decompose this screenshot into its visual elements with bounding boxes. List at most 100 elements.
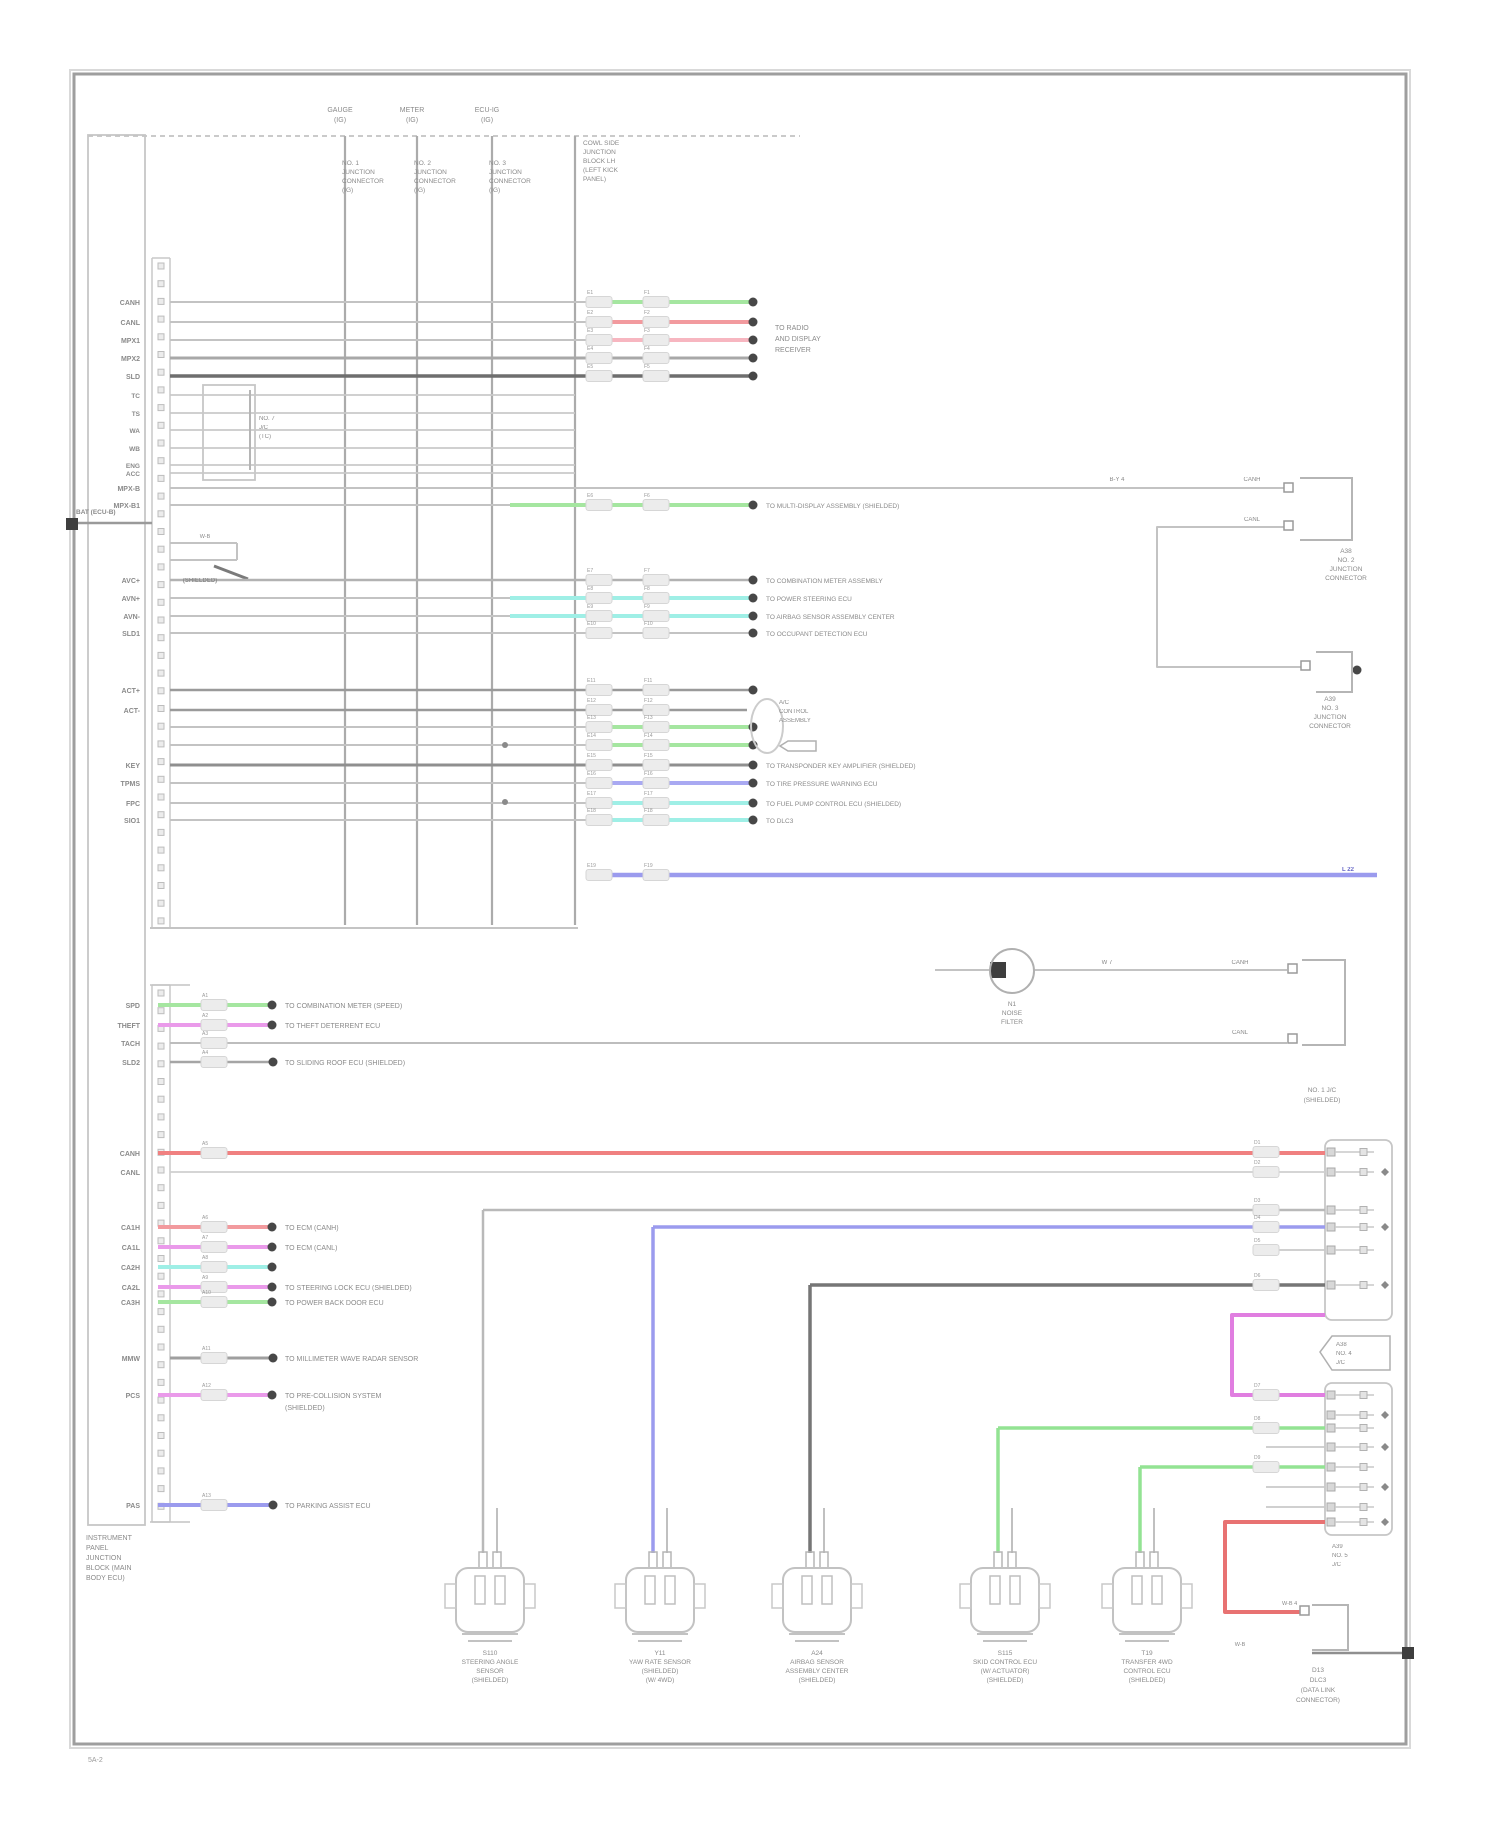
connector-label: SKID CONTROL ECU — [973, 1659, 1037, 1666]
pin — [157, 917, 165, 925]
wire — [213, 564, 249, 581]
junction-block — [642, 592, 670, 604]
pin — [157, 705, 165, 712]
pin-code-label: A12 — [202, 1383, 211, 1389]
junction-dot — [748, 685, 758, 695]
junction-block — [200, 1147, 228, 1159]
label: ACT- — [124, 708, 141, 715]
connector-body — [970, 1567, 1040, 1633]
label: GAUGE — [327, 107, 353, 114]
pin — [157, 262, 165, 270]
junction-block — [200, 1019, 228, 1031]
pin — [157, 1290, 165, 1298]
connector-pin — [478, 1551, 488, 1569]
pin — [157, 404, 165, 412]
pin — [157, 528, 165, 535]
junction-block — [642, 739, 670, 751]
box-pin — [1326, 1147, 1336, 1157]
connector-slot — [1131, 1575, 1143, 1605]
label: TACH — [121, 1041, 140, 1048]
label: (SHIELDED) — [1304, 1097, 1341, 1104]
junction-block — [1252, 1244, 1280, 1256]
junction-dot — [748, 815, 758, 825]
junction-block — [200, 1261, 228, 1273]
label: TO DLC3 — [766, 818, 794, 825]
pin-code-label: E10 — [587, 621, 596, 627]
pin — [157, 899, 165, 907]
label: TO COMBINATION METER (SPEED) — [285, 1003, 402, 1010]
box-pin-inner — [1359, 1463, 1368, 1471]
junction-block — [642, 814, 670, 826]
pin — [157, 457, 165, 465]
pin-code-label: A7 — [202, 1235, 208, 1241]
wire — [1156, 526, 1310, 668]
label: CANL — [121, 320, 141, 327]
label: FPC — [126, 801, 140, 808]
label: TO PARKING ASSIST ECU — [285, 1503, 371, 1510]
junction-block — [642, 759, 670, 771]
connector-slot — [989, 1575, 1001, 1605]
box-pin-inner — [1359, 1424, 1368, 1432]
pin-code-label: D6 — [1254, 1273, 1261, 1279]
wire — [1230, 1313, 1325, 1397]
pin-code-label: E1 — [587, 290, 593, 296]
pin — [157, 315, 165, 323]
label: WA — [130, 428, 141, 435]
junction-block — [642, 316, 670, 328]
connector-bracket — [1316, 651, 1353, 693]
label: COWL SIDE — [583, 140, 620, 147]
label: MMW — [122, 1356, 141, 1363]
label: JUNCTION — [489, 169, 522, 176]
label: AVC+ — [122, 578, 140, 585]
label: (LEFT KICK — [583, 167, 619, 174]
connector-body — [455, 1567, 525, 1633]
pin — [157, 1308, 165, 1316]
junction-block — [1252, 1166, 1280, 1178]
junction-block — [585, 316, 613, 328]
junction-dot — [748, 500, 758, 510]
label: (IG) — [414, 187, 425, 194]
label: BAT (ECU-B) — [76, 509, 116, 516]
connector-flange — [614, 1583, 627, 1609]
label: ECU-IG — [475, 107, 500, 114]
label: CONNECTOR — [414, 178, 456, 185]
pin — [157, 811, 165, 819]
pin-code-label: D2 — [1254, 1160, 1261, 1166]
junction-dot — [267, 1242, 277, 1252]
callout-flag — [778, 740, 817, 752]
label: 5A-2 — [88, 1757, 103, 1764]
label: A39 — [1332, 1544, 1343, 1550]
junction-block — [585, 352, 613, 364]
pin-code-label: D3 — [1254, 1198, 1261, 1204]
page-border — [72, 72, 1408, 1746]
pin-code-label: A8 — [202, 1255, 208, 1261]
pin — [157, 1396, 165, 1404]
pin-code-label: F10 — [644, 621, 653, 627]
label: JUNCTION — [86, 1555, 121, 1562]
junction-dot — [748, 628, 758, 638]
label: NOISE — [1002, 1010, 1023, 1017]
connector-flange — [1038, 1583, 1051, 1609]
junction-block — [642, 352, 670, 364]
right-connector-box-1 — [1324, 1139, 1393, 1321]
junction-dot — [1352, 665, 1362, 675]
label: J/C — [1336, 1360, 1346, 1366]
pin — [157, 793, 165, 801]
connector-flange — [693, 1583, 706, 1609]
label: TO PRE-COLLISION SYSTEM — [285, 1393, 382, 1400]
label: TO MULTI-DISPLAY ASSEMBLY (SHIELDED) — [766, 503, 899, 510]
junction-dot — [748, 371, 758, 381]
box-pin-inner — [1359, 1281, 1368, 1289]
right-connector-box-2 — [1324, 1382, 1393, 1536]
connector-slot — [644, 1575, 656, 1605]
pin — [157, 351, 165, 358]
branch-diamond — [1381, 1168, 1389, 1176]
pin-code-label: F1 — [644, 290, 650, 296]
label: J/C — [259, 425, 269, 431]
box-pin-inner — [1359, 1246, 1368, 1254]
label: CANL — [121, 1170, 141, 1177]
junction-dot — [748, 317, 758, 327]
pin — [157, 1184, 165, 1192]
connector-label: S115 — [998, 1650, 1013, 1657]
label: SLD2 — [122, 1060, 140, 1067]
